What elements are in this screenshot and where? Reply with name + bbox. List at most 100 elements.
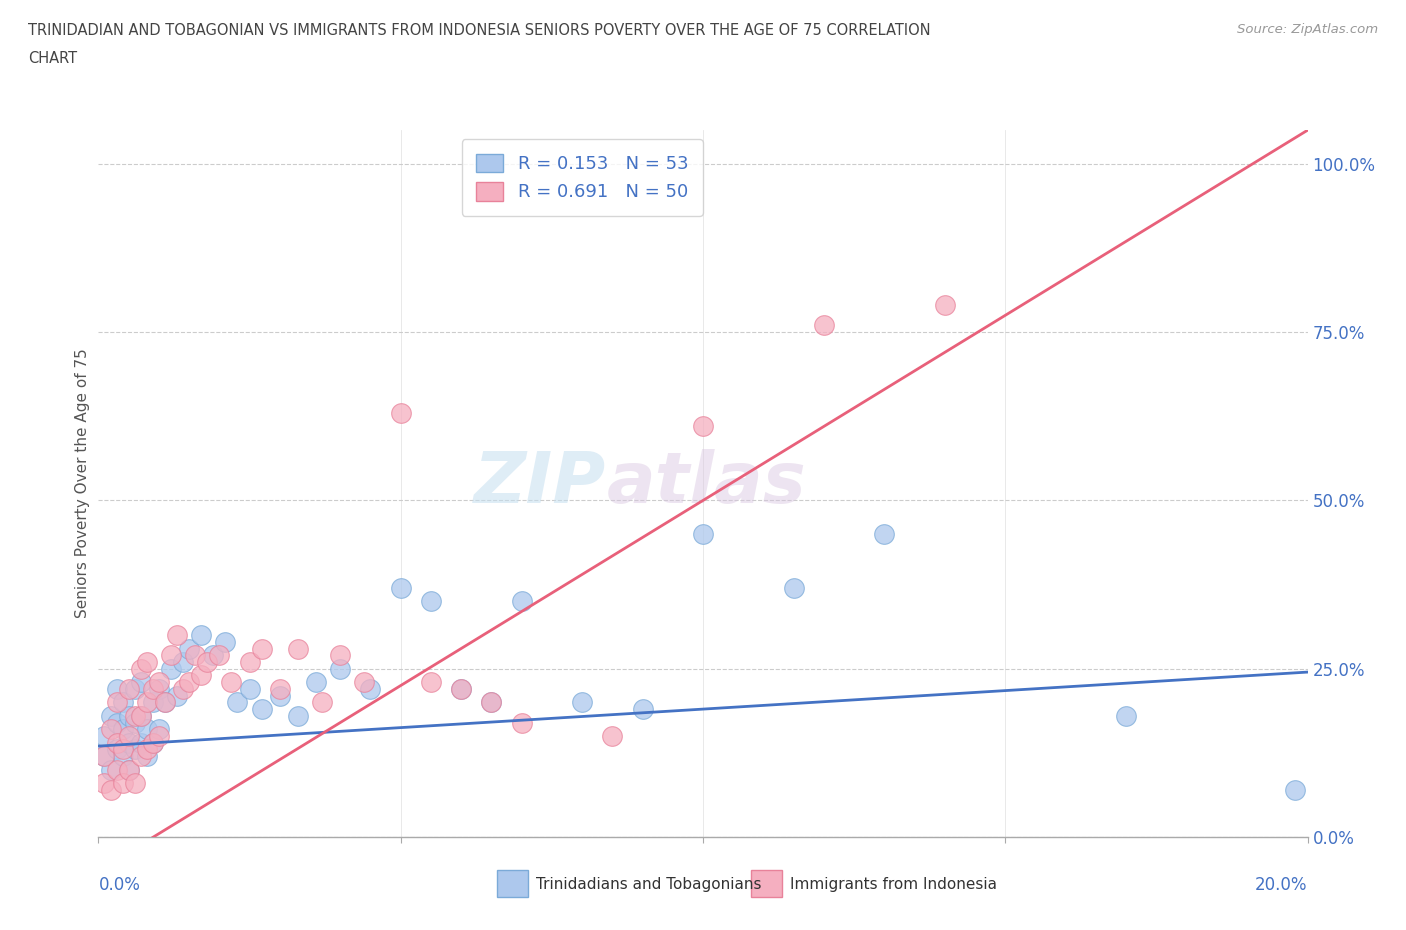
Point (692, 526, 714, 541)
Point (214, 634, 236, 649)
Point (250, 641, 273, 656)
Point (250, 701, 273, 716)
Point (111, 742, 134, 757)
Point (135, 655, 157, 670)
Point (1115, 709, 1137, 724)
Point (631, 701, 654, 716)
Point (226, 695, 249, 710)
Bar (498, 870, 527, 897)
Point (148, 728, 170, 743)
Point (129, 749, 152, 764)
Point (571, 695, 593, 710)
Point (166, 688, 188, 703)
Text: atlas: atlas (606, 449, 806, 518)
Point (239, 682, 262, 697)
Point (135, 742, 157, 757)
Point (510, 594, 533, 609)
Point (450, 682, 472, 697)
Point (190, 628, 212, 643)
Point (142, 695, 165, 710)
Text: Immigrants from Indonesia: Immigrants from Indonesia (790, 877, 997, 892)
Point (148, 722, 170, 737)
Point (124, 709, 146, 724)
Point (93, 749, 115, 764)
Point (269, 682, 291, 697)
Point (195, 655, 218, 670)
Point (269, 688, 291, 703)
Point (129, 709, 152, 724)
Point (129, 709, 152, 724)
Point (873, 526, 896, 541)
Point (510, 715, 533, 730)
Point (160, 661, 183, 676)
Point (118, 682, 141, 697)
Point (190, 668, 212, 683)
Text: ZIP: ZIP (474, 449, 606, 518)
Point (105, 742, 128, 757)
Point (1284, 782, 1306, 797)
Point (118, 763, 141, 777)
Point (142, 736, 165, 751)
Point (934, 298, 956, 312)
Legend: R = 0.153   N = 53, R = 0.691   N = 50: R = 0.153 N = 53, R = 0.691 N = 50 (461, 140, 703, 216)
Point (142, 736, 165, 751)
Point (142, 682, 165, 697)
Point (100, 722, 122, 737)
Point (124, 715, 146, 730)
Point (166, 628, 188, 643)
Point (129, 736, 152, 751)
Point (782, 580, 804, 595)
Point (353, 675, 375, 690)
Point (450, 682, 472, 697)
Point (118, 709, 141, 724)
Point (105, 763, 128, 777)
Point (100, 709, 122, 724)
Point (105, 682, 128, 697)
Point (239, 655, 262, 670)
Point (419, 675, 441, 690)
Point (305, 675, 328, 690)
Point (184, 648, 207, 663)
Point (287, 641, 309, 656)
Point (148, 675, 170, 690)
Point (118, 736, 141, 751)
Point (148, 682, 170, 697)
Point (360, 682, 382, 697)
Point (124, 682, 146, 697)
Point (153, 695, 176, 710)
Point (135, 749, 157, 764)
Point (311, 695, 333, 710)
Point (329, 661, 352, 676)
Text: TRINIDADIAN AND TOBAGONIAN VS IMMIGRANTS FROM INDONESIA SENIORS POVERTY OVER THE: TRINIDADIAN AND TOBAGONIAN VS IMMIGRANTS… (28, 23, 931, 38)
Point (329, 648, 352, 663)
Point (208, 648, 231, 663)
Point (221, 675, 243, 690)
Point (602, 728, 624, 743)
Point (129, 661, 152, 676)
Point (111, 776, 134, 790)
Point (93, 728, 115, 743)
Point (93, 776, 115, 790)
Point (93, 749, 115, 764)
Point (813, 318, 835, 333)
Point (172, 655, 194, 670)
Point (202, 648, 225, 663)
Point (124, 776, 146, 790)
Y-axis label: Seniors Poverty Over the Age of 75: Seniors Poverty Over the Age of 75 (75, 349, 90, 618)
Point (111, 695, 134, 710)
Point (100, 782, 122, 797)
Text: 0.0%: 0.0% (98, 876, 141, 894)
Point (177, 675, 201, 690)
Point (105, 715, 128, 730)
Point (160, 648, 183, 663)
Point (172, 682, 194, 697)
Point (124, 742, 146, 757)
Text: Trinidadians and Tobagonians: Trinidadians and Tobagonians (536, 877, 762, 892)
Point (135, 695, 157, 710)
Bar (751, 870, 782, 897)
Point (135, 722, 157, 737)
Point (105, 736, 128, 751)
Point (692, 418, 714, 433)
Point (118, 763, 141, 777)
Point (481, 695, 503, 710)
